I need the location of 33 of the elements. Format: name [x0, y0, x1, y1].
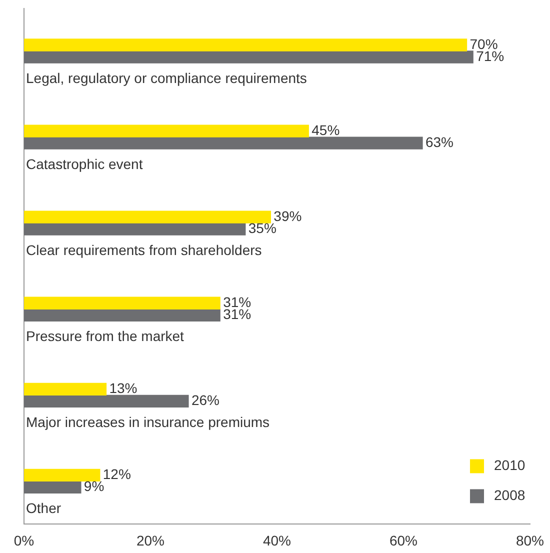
data-label: 13%	[109, 380, 138, 396]
data-label: 45%	[312, 122, 340, 138]
y-tick-label: Clear requirements from shareholders	[26, 242, 262, 258]
data-label: 39%	[274, 208, 302, 224]
x-tick-label: 80%	[516, 532, 544, 548]
bar	[24, 136, 423, 150]
bar	[24, 296, 220, 310]
bar	[24, 308, 220, 322]
y-tick-label: Catastrophic event	[26, 156, 143, 172]
legend-label: 2008	[494, 487, 526, 504]
bar	[24, 50, 474, 64]
data-label: 26%	[191, 392, 220, 408]
bar	[24, 394, 189, 408]
x-tick-label: 40%	[262, 532, 292, 548]
bar	[24, 222, 246, 236]
x-tick-label: 20%	[136, 532, 165, 548]
bar	[24, 38, 468, 52]
y-tick-label: Legal, regulatory or compliance requirements	[26, 70, 307, 86]
data-label: 63%	[425, 134, 454, 150]
data-label: 35%	[248, 220, 276, 236]
bar	[24, 468, 100, 482]
x-tick-label: 0%	[14, 532, 34, 548]
data-label: 12%	[102, 466, 131, 482]
y-tick-label: Pressure from the market	[26, 328, 184, 344]
data-label: 9%	[84, 478, 104, 494]
x-tick-label: 60%	[389, 532, 418, 548]
bar	[24, 480, 82, 494]
bar	[24, 124, 309, 138]
y-tick-label: Other	[26, 500, 62, 516]
legend-label: 2010	[494, 457, 526, 474]
y-tick-label: Major increases in insurance premiums	[26, 414, 270, 430]
bar	[24, 210, 272, 224]
bar	[24, 382, 107, 396]
